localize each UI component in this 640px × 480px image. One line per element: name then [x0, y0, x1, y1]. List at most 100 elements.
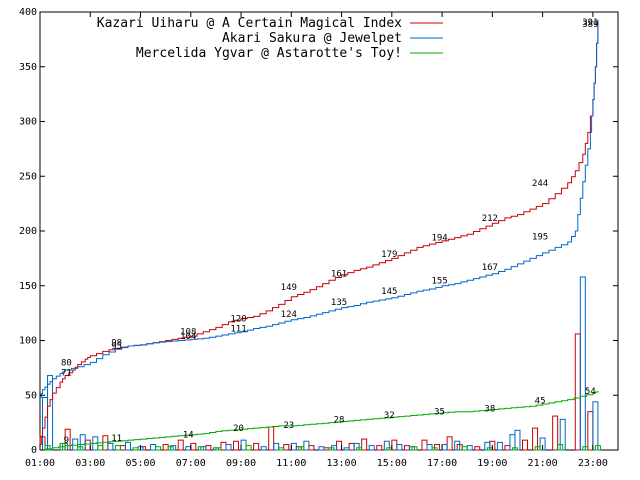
y-tick-label: 350 — [19, 62, 37, 73]
histogram-bar — [411, 446, 418, 451]
histogram-bar — [245, 445, 252, 451]
data-label: 124 — [281, 310, 297, 320]
histogram-bar — [273, 442, 280, 451]
x-tick-label: 05:00 — [125, 458, 155, 469]
data-label: 20 — [233, 424, 244, 434]
data-label: 120 — [230, 315, 246, 325]
data-label: 179 — [381, 250, 397, 260]
y-tick-label: 0 — [31, 445, 37, 456]
data-label: 45 — [535, 397, 546, 407]
data-label: 194 — [431, 234, 447, 244]
histogram-bar — [44, 445, 51, 451]
histogram-bar — [511, 447, 518, 451]
data-label: 135 — [331, 298, 347, 308]
histogram-bar — [343, 447, 350, 451]
histogram-bar — [278, 447, 285, 451]
histogram-bar — [47, 375, 54, 451]
histogram-bar — [162, 444, 169, 451]
x-tick-label: 07:00 — [176, 458, 206, 469]
histogram-bar — [102, 435, 109, 451]
histogram-bar — [514, 429, 521, 451]
data-label: 161 — [331, 270, 347, 280]
data-label: 389 — [582, 20, 598, 30]
histogram-bar — [124, 441, 131, 451]
legend: Kazari Uiharu @ A Certain Magical IndexA… — [97, 16, 443, 61]
data-label: 80 — [61, 358, 72, 368]
histogram-bar — [356, 447, 363, 451]
histogram-bar — [522, 439, 529, 451]
histogram-bar — [308, 445, 315, 451]
legend-label: Mercelida Ygvar @ Astarotte's Toy! — [136, 46, 402, 61]
data-label: 38 — [484, 404, 495, 414]
x-tick-label: 19:00 — [477, 458, 507, 469]
histogram-bar — [225, 444, 232, 451]
y-tick-label: 200 — [19, 226, 37, 237]
y-tick-label: 100 — [19, 336, 37, 347]
histogram-bar — [303, 440, 310, 451]
histogram-bar — [496, 441, 503, 451]
histogram-bar — [594, 445, 601, 451]
histogram-bar — [97, 445, 104, 451]
data-label: 9 — [64, 436, 69, 446]
histogram-bar — [403, 445, 410, 451]
histogram-bar — [336, 440, 343, 451]
x-tick-label: 21:00 — [528, 458, 558, 469]
histogram-bar — [461, 446, 468, 451]
data-label: 108 — [180, 328, 196, 338]
x-tick-label: 09:00 — [226, 458, 256, 469]
histogram-bar — [190, 442, 197, 451]
data-label: 149 — [281, 283, 297, 293]
histogram-bar — [376, 445, 383, 451]
data-label: 95 — [111, 342, 122, 352]
histogram-bar — [253, 442, 260, 451]
histogram-bar — [534, 446, 541, 451]
x-tick-label: 11:00 — [276, 458, 306, 469]
histogram-bar — [557, 444, 564, 451]
histogram-bar — [268, 426, 275, 451]
histogram-bar — [504, 445, 511, 451]
series-line — [40, 19, 599, 445]
x-tick-label: 17:00 — [427, 458, 457, 469]
histogram-bar — [177, 439, 184, 451]
data-label: 54 — [585, 387, 596, 397]
series-line — [40, 19, 599, 398]
histogram-bar — [260, 446, 267, 451]
data-label: 145 — [381, 287, 397, 297]
histogram-bar — [582, 446, 589, 451]
histogram-bar — [205, 445, 212, 451]
data-label: 71 — [61, 368, 72, 378]
plot-frame — [39, 11, 619, 451]
histogram-bar — [155, 446, 162, 451]
lines-layer — [40, 19, 599, 451]
data-label: 28 — [334, 415, 345, 425]
x-tick-label: 23:00 — [578, 458, 608, 469]
data-label: 98 — [111, 339, 122, 349]
histogram-bar — [421, 439, 428, 451]
data-label: 212 — [482, 214, 498, 224]
data-label: 35 — [434, 408, 445, 418]
histogram-bar — [215, 447, 222, 451]
histogram-bar — [167, 446, 174, 451]
histogram-bar — [283, 444, 290, 451]
histogram-bar — [114, 445, 121, 451]
data-label: 111 — [230, 324, 246, 334]
data-label: 11 — [111, 434, 122, 444]
histogram-bar — [592, 401, 599, 451]
annotation-layer: 7195108120149161179194212244391809810411… — [61, 18, 599, 446]
x-tick-label: 03:00 — [75, 458, 105, 469]
x-axis: 01:00 03:00 05:00 07:00 09:00 11:00 13:00 15:00… — [25, 12, 608, 469]
y-tick-label: 300 — [19, 117, 37, 128]
data-label: 155 — [431, 276, 447, 286]
histogram-bar — [119, 445, 126, 451]
histogram-bar — [474, 446, 481, 451]
histogram-bar — [328, 447, 335, 451]
histogram-bar — [466, 445, 473, 451]
histogram-bar — [185, 446, 192, 451]
y-tick-label: 400 — [19, 7, 37, 18]
histogram-bar — [348, 442, 355, 451]
y-tick-label: 50 — [25, 390, 37, 401]
data-label: 32 — [384, 411, 395, 421]
histogram-bar — [587, 411, 594, 451]
data-label: 104 — [180, 332, 196, 342]
histogram-bar — [150, 444, 157, 451]
